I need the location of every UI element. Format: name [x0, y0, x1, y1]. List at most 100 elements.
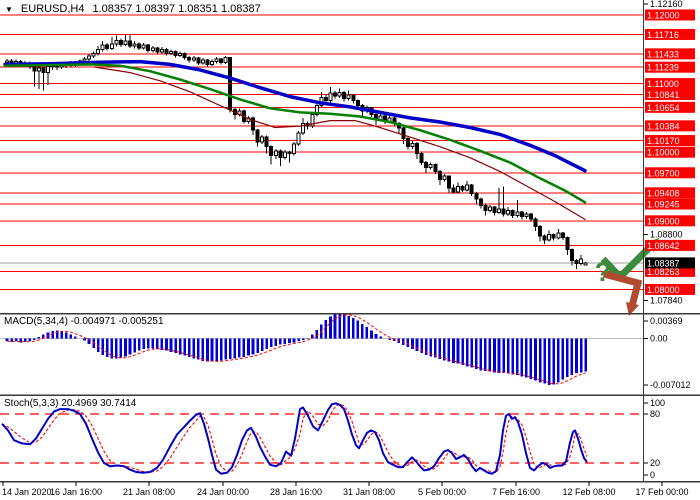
ma-fast-line[interactable] [94, 66, 586, 220]
level-price-label-text: 1.10384 [647, 121, 680, 131]
candle-body [410, 142, 415, 148]
chart-symbol-timeframe: EURUSD,H4 [20, 3, 85, 15]
candle-body [524, 213, 529, 218]
candle-body [114, 39, 119, 45]
stoch-d-line [1, 403, 588, 474]
level-price-label-text: 1.10841 [647, 90, 680, 100]
candle-body [187, 57, 192, 61]
candle-body [533, 218, 538, 227]
candle-body [219, 58, 224, 63]
candle-body [141, 44, 146, 49]
candle-body [469, 184, 474, 194]
level-price-label-text: 1.09000 [647, 216, 680, 226]
macd-panel[interactable]: 0.00369 0.00 -0.007012 [0, 313, 691, 390]
candle-body [451, 187, 456, 193]
candle-body [100, 44, 105, 50]
candle-body [169, 50, 174, 54]
candle-body [178, 52, 183, 56]
candle-body [41, 67, 46, 74]
candle-body [210, 61, 215, 65]
candle-body [501, 208, 506, 215]
question-mark-annotation[interactable]: ? [595, 257, 612, 287]
candle-body [519, 211, 524, 218]
candle-body [36, 67, 41, 72]
time-axis-label: 16 Jan 16:00 [50, 487, 102, 497]
candle-body [487, 206, 492, 212]
level-price-label [645, 48, 695, 60]
level-price-label-text: 1.09700 [647, 168, 680, 178]
down-trend-arrow[interactable] [603, 270, 643, 316]
stoch-axis-label: 100 [650, 398, 665, 408]
candle-body [333, 92, 338, 97]
candle-body [405, 137, 410, 148]
chart-info-bar: ▼ EURUSD,H4 1.08357 1.08397 1.08351 1.08… [5, 3, 261, 15]
candle-body [515, 211, 520, 216]
symbol-dropdown-icon[interactable]: ▼ [5, 4, 13, 14]
candle-body [446, 175, 451, 189]
candle-body [574, 260, 579, 264]
candle-body [191, 57, 196, 61]
candle-body [310, 113, 315, 127]
level-price-label-text: 1.11000 [647, 79, 679, 89]
level-price-label-text: 1.11716 [647, 30, 679, 40]
candle-body [137, 43, 142, 49]
level-price-label [645, 146, 695, 158]
current-price-label [645, 257, 695, 269]
candle-body [328, 92, 333, 102]
candle-body [323, 96, 328, 102]
candle-body [255, 129, 260, 143]
level-price-label-text: 1.08642 [647, 241, 680, 251]
candle-body [579, 258, 584, 264]
level-price-label-text: 1.11239 [647, 63, 679, 73]
stoch-indicator-label: Stoch(5,3,3) 20.4969 30.7414 [4, 398, 137, 409]
candle-body [105, 44, 110, 50]
candle-body [46, 65, 51, 74]
candle-body [560, 232, 565, 238]
candle-body [228, 57, 233, 111]
level-price-label-text: 1.08000 [647, 285, 680, 295]
candle-body [351, 94, 356, 102]
level-price-label [645, 239, 695, 251]
candle-body [355, 100, 360, 107]
candle-body [155, 47, 160, 53]
candle-body [465, 184, 470, 191]
macd-axis-label: 0.00369 [650, 316, 683, 326]
candle-body [542, 235, 547, 241]
time-axis-label: 7 Feb 16:00 [492, 487, 540, 497]
macd-axis-label: 0.00 [650, 334, 668, 344]
price-axis[interactable]: 1.12160 1.08800 1.07840 1.12000 1.11716 1.114… [643, 0, 695, 305]
candle-body [314, 105, 319, 115]
level-price-label-text: 1.09245 [647, 200, 680, 210]
candle-body [401, 127, 406, 139]
candle-body [337, 91, 342, 97]
candle-body [205, 59, 210, 65]
level-price-label-text: 1.09408 [647, 188, 680, 198]
candle-body [273, 150, 278, 157]
candle-body [91, 52, 96, 57]
level-price-label-text: 1.10654 [647, 103, 680, 113]
ma-slow-line[interactable] [3, 59, 587, 173]
candle-body [282, 151, 287, 159]
candlestick-series [5, 34, 588, 269]
ma-medium-line[interactable] [3, 63, 587, 204]
level-price-label-text: 1.12000 [647, 10, 680, 20]
candle-body [565, 236, 570, 251]
time-axis-label: 12 Feb 08:00 [562, 487, 615, 497]
candle-body [460, 186, 465, 191]
candle-body [415, 142, 420, 155]
time-axis-label: 14 Jan 2020 [2, 487, 52, 497]
candle-body [278, 150, 283, 159]
macd-indicator-label: MACD(5,34,4) -0.004971 -0.005251 [4, 316, 164, 327]
candle-body [214, 58, 219, 63]
stoch-axis-label: 80 [650, 409, 660, 419]
candle-body [569, 249, 574, 262]
macd-signal-line [6, 314, 586, 385]
stoch-axis-label: 20 [650, 458, 660, 468]
candle-body [123, 40, 128, 45]
candle-body [433, 164, 438, 172]
candle-body [118, 39, 123, 45]
